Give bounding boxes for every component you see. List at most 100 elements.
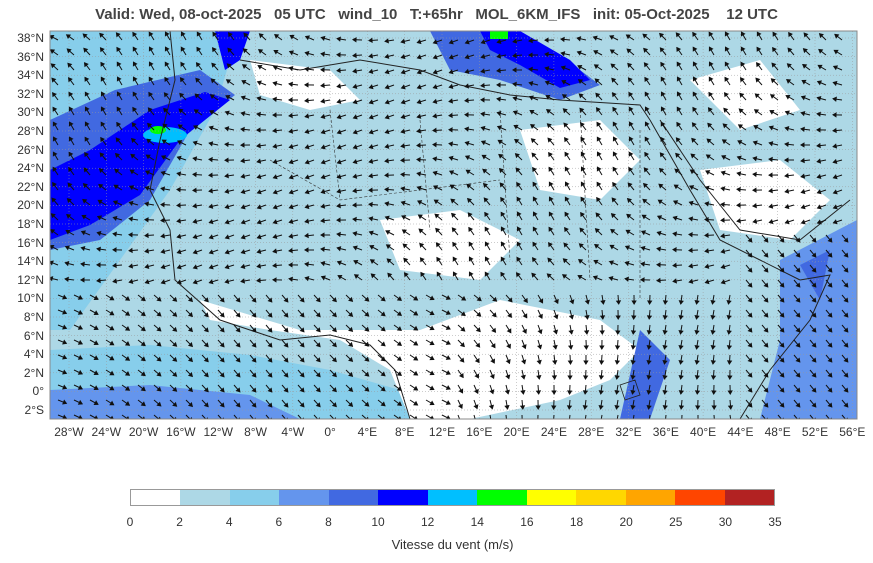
wind-arrow-head (811, 402, 817, 408)
wind-arrow-head (368, 114, 374, 120)
wind-arrow-head (568, 329, 574, 335)
wind-arrow-head (513, 124, 519, 130)
wind-arrow-head (196, 31, 202, 37)
wind-arrow-head (64, 276, 69, 283)
wind-arrow-head (843, 312, 849, 318)
wind-arrow-head (156, 386, 162, 392)
wind-arrow-head (195, 62, 201, 68)
wind-arrow-head (240, 278, 246, 284)
wind-arrow-head (676, 46, 682, 53)
wind-arrow-head (380, 356, 386, 362)
wind-arrow-head (62, 324, 68, 330)
wind-arrow-head (432, 170, 438, 176)
wind-arrow-head (176, 279, 182, 285)
wind-arrow-head (675, 32, 681, 38)
wind-arrow-head (98, 183, 104, 189)
wind-arrow-head (800, 188, 806, 195)
wind-arrow-head (65, 34, 72, 40)
wind-arrow-head (256, 96, 262, 102)
wind-arrow-head (62, 369, 68, 375)
colorbar-segment (477, 490, 527, 505)
wind-arrow-head (413, 295, 419, 301)
wind-arrow-head (548, 242, 553, 248)
wind-arrow-head (811, 327, 817, 333)
wind-arrow-head (491, 312, 497, 318)
wind-arrow-head (504, 404, 510, 410)
wind-arrow-head (662, 359, 668, 365)
wind-arrow-head (484, 256, 490, 262)
wind-arrow-head (628, 121, 634, 127)
wind-arrow-head (521, 344, 527, 350)
wind-arrow-head (336, 67, 341, 74)
wind-arrow-head (68, 121, 74, 127)
wind-arrow-head (256, 204, 262, 210)
lat-label: 4°N (23, 347, 44, 362)
wind-arrow-head (548, 196, 554, 202)
wind-arrow-head (164, 31, 170, 37)
wind-arrow-head (192, 187, 197, 193)
wind-zone-south-atlantic-strong (50, 385, 300, 419)
wind-arrow-head (445, 325, 451, 330)
wind-arrow-head (721, 155, 727, 160)
wind-arrow-head (417, 214, 423, 220)
wind-arrow-head (800, 204, 806, 210)
wind-arrow-head (523, 297, 528, 304)
wind-arrow-head (146, 138, 152, 144)
wind-arrow-head (721, 139, 727, 145)
wind-arrow-head (795, 267, 801, 273)
wind-arrow-head (384, 99, 390, 105)
wind-arrow-head (459, 357, 465, 363)
wind-arrow (313, 414, 319, 419)
wind-arrow-head (505, 359, 511, 365)
wind-arrow-head (413, 325, 419, 331)
wind-arrow-head (528, 37, 533, 44)
wind-arrow-head (631, 315, 637, 320)
lon-label: 36°E (652, 425, 679, 439)
wind-arrow-head (656, 277, 661, 284)
wind-arrow-head (739, 77, 745, 83)
wind-arrow-head (272, 277, 277, 283)
wind-arrow-head (368, 187, 373, 193)
wind-arrow-head (480, 68, 486, 74)
wind-arrow-head (336, 173, 342, 180)
wind-arrow-head (473, 404, 479, 410)
wind-arrow-head (769, 109, 775, 115)
wind-arrow-head (827, 327, 833, 333)
wind-arrow-head (747, 387, 753, 393)
wind-arrow-head (331, 372, 337, 378)
wind-arrow-head (516, 181, 521, 188)
lat-label: 18°N (17, 217, 44, 231)
wind-arrow-head (646, 389, 652, 395)
wind-arrow-head (235, 372, 241, 378)
wind-arrow-head (251, 327, 257, 333)
wind-arrow-head (484, 241, 490, 247)
wind-arrow-head (678, 375, 684, 380)
wind-arrow-head (464, 54, 470, 60)
wind-arrow-head (272, 262, 277, 269)
wind-arrow-head (256, 158, 262, 164)
wind-arrow-head (148, 46, 154, 52)
wind-arrow-head (445, 400, 451, 405)
wind-arrow-head (304, 174, 310, 180)
wind-arrow-head (448, 127, 453, 133)
wind-arrow-head (464, 83, 470, 89)
wind-arrow-head (448, 170, 455, 176)
wind-arrow-head (827, 372, 833, 378)
wind-arrow-head (336, 217, 341, 223)
wind-arrow (393, 414, 401, 419)
coastline-arabia (659, 119, 851, 241)
wind-arrow-head (720, 264, 726, 270)
wind-arrow-head (608, 260, 614, 266)
wind-arrow-head (156, 401, 162, 407)
wind-arrow-head (609, 35, 615, 40)
wind-arrow-head (500, 211, 506, 217)
wind-arrow-head (115, 137, 121, 143)
wind-arrow (505, 414, 507, 419)
wind-arrow-head (450, 198, 456, 204)
wind-arrow-head (192, 171, 197, 178)
wind-arrow-head (368, 53, 374, 59)
wind-arrow-head (396, 371, 403, 376)
wind-arrow (409, 414, 417, 419)
wind-arrow-head (68, 166, 73, 173)
wind-arrow (201, 414, 207, 419)
